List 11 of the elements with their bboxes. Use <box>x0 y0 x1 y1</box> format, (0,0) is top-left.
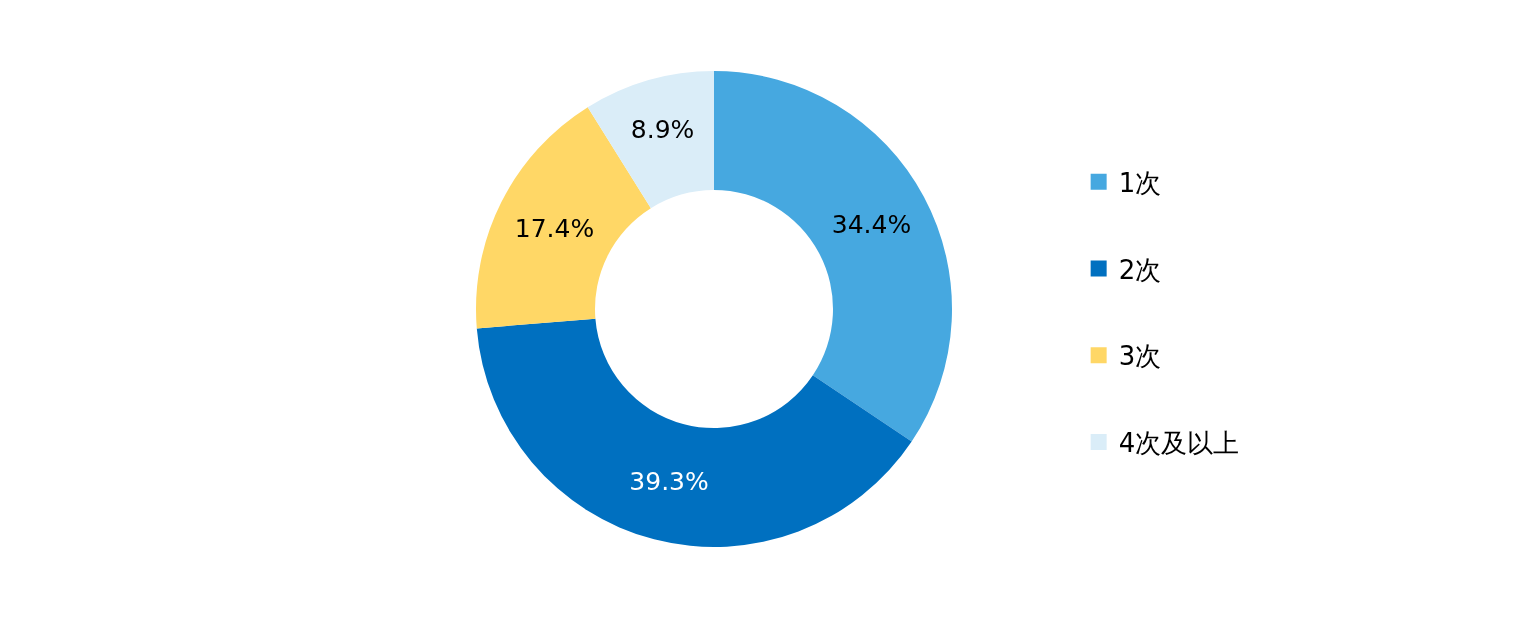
donut-slice <box>587 71 714 209</box>
legend-label: 3次 <box>1118 341 1162 372</box>
legend-label: 4次及以上 <box>1118 428 1240 459</box>
legend-label: 2次 <box>1118 254 1162 285</box>
donut-slice <box>476 318 912 547</box>
legend-label: 1次 <box>1118 167 1162 198</box>
data-label: 8.9% <box>630 115 695 145</box>
donut-slice <box>714 71 952 442</box>
data-label: 34.4% <box>831 210 912 240</box>
data-label: 17.4% <box>514 214 595 244</box>
data-label: 39.3% <box>629 467 709 497</box>
